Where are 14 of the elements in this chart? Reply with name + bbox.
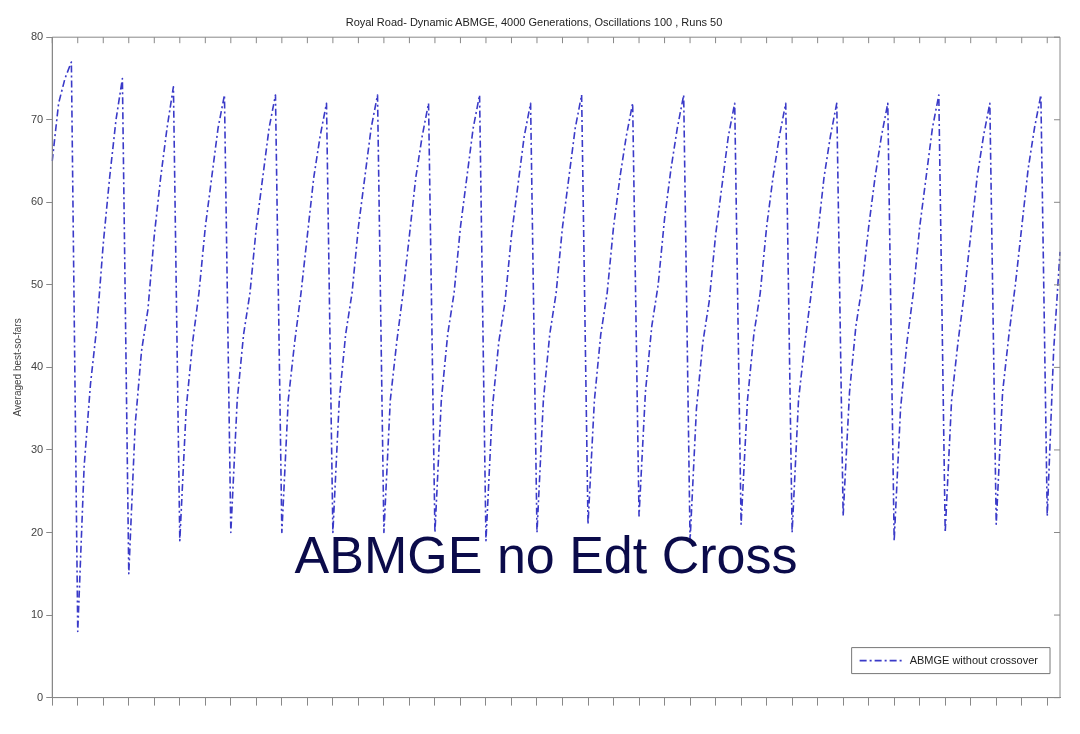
line-series [51,61,1061,633]
y-tick-label: 80 [30,30,44,43]
y-tick-label: 0 [37,690,44,703]
y-tick-label: 20 [30,525,44,538]
y-tick-label: 30 [30,442,44,455]
y-tick-label: 50 [30,277,44,290]
y-tick-label: 10 [30,608,44,621]
y-axis-title: Averaged best-so-fars [11,318,23,417]
y-tick-label: 40 [30,360,44,373]
chart-title: Royal Road- Dynamic ABMGE, 4000 Generations, Oscillations 100 , Runs 50 [345,15,723,28]
y-tick-label: 60 [30,195,44,208]
y-tick-label: 70 [30,112,44,125]
legend-label: ABMGE without crossover [909,653,1039,666]
annotation: ABMGE no Edt Cross [294,526,798,585]
